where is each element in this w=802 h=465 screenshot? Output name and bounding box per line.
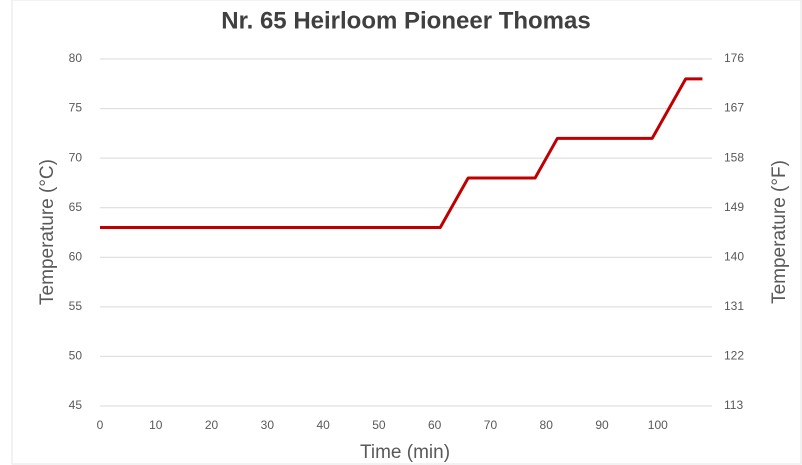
y-tick-label: 65 bbox=[69, 200, 83, 214]
y2-tick-label: 122 bbox=[724, 349, 744, 363]
y-tick-label: 45 bbox=[69, 398, 83, 412]
x-axis-label: Time (min) bbox=[360, 442, 450, 463]
y2-tick-label: 113 bbox=[724, 398, 743, 412]
x-tick-label: 20 bbox=[205, 418, 219, 432]
x-tick-label: 0 bbox=[97, 418, 104, 432]
chart-title: Nr. 65 Heirloom Pioneer Thomas bbox=[221, 7, 590, 34]
y-tick-label: 75 bbox=[69, 101, 83, 115]
x-tick-label: 70 bbox=[484, 418, 498, 432]
y-tick-label: 55 bbox=[69, 299, 83, 313]
y2-tick-label: 167 bbox=[724, 101, 744, 115]
x-tick-label: 80 bbox=[540, 418, 554, 432]
x-tick-label: 30 bbox=[261, 418, 275, 432]
y-axis-label: Temperature (°C) bbox=[37, 159, 58, 305]
x-tick-label: 50 bbox=[372, 418, 386, 432]
y2-tick-label: 158 bbox=[724, 150, 744, 164]
y-tick-label: 80 bbox=[69, 51, 83, 65]
y2-axis-label: Temperature (°F) bbox=[769, 160, 790, 304]
x-tick-label: 10 bbox=[149, 418, 163, 432]
data-line bbox=[100, 77, 703, 230]
y2-tick-label: 140 bbox=[724, 249, 744, 263]
y2-tick-label: 176 bbox=[724, 51, 744, 65]
x-tick-label: 100 bbox=[648, 418, 668, 432]
y2-tick-label: 149 bbox=[724, 200, 744, 214]
x-tick-label: 40 bbox=[316, 418, 330, 432]
x-tick-label: 90 bbox=[595, 418, 609, 432]
chart-frame bbox=[11, 0, 802, 465]
y-tick-label: 60 bbox=[69, 249, 83, 263]
y-tick-label: 50 bbox=[69, 349, 83, 363]
y2-tick-label: 131 bbox=[724, 299, 744, 313]
x-tick-label: 60 bbox=[428, 418, 442, 432]
y-tick-label: 70 bbox=[69, 150, 83, 164]
